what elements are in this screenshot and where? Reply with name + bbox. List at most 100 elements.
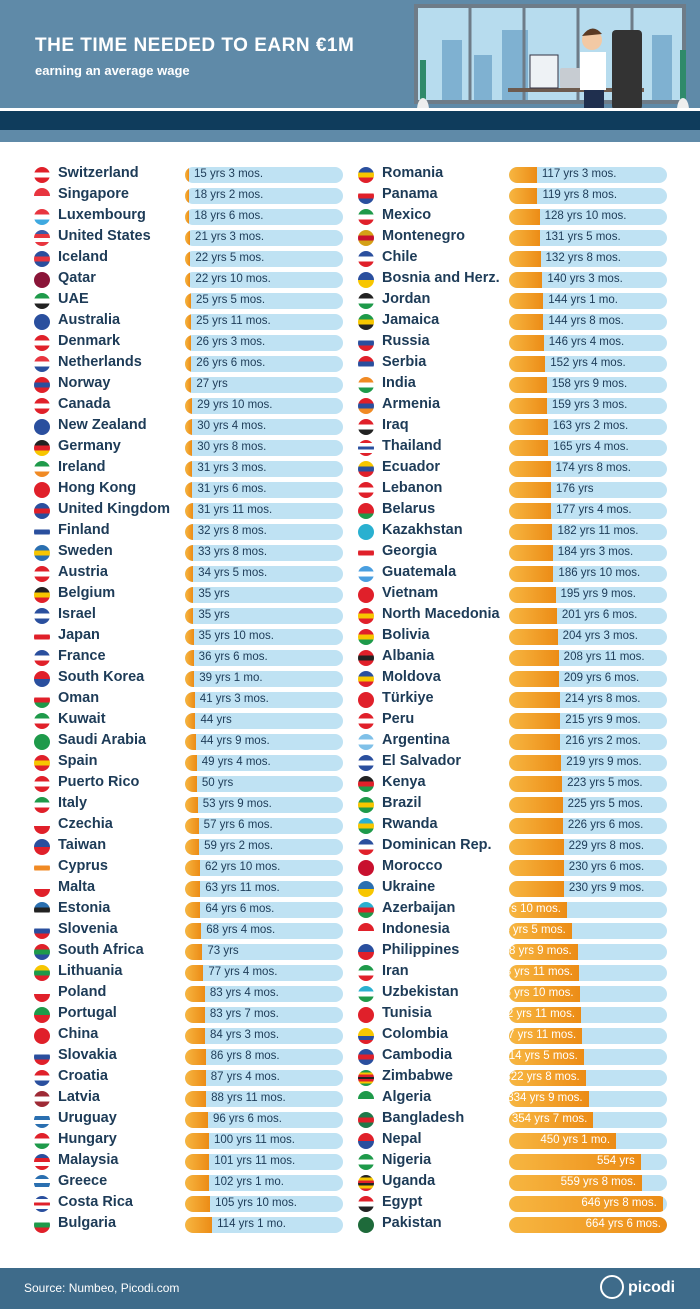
flag-icon — [34, 461, 50, 477]
bar-track: 34 yrs 5 mos. — [185, 566, 343, 582]
flag-icon — [358, 881, 374, 897]
country-row: India 158 yrs 9 mos. — [358, 374, 668, 395]
country-name: Canada — [58, 396, 111, 412]
bar-value-label: 22 yrs 5 mos. — [195, 252, 265, 264]
flag-icon — [34, 335, 50, 351]
bar-value-label: 35 yrs — [198, 588, 230, 600]
country-row: Indonesia 264 yrs 5 mos. — [358, 920, 668, 941]
bar-value-label: 226 yrs 6 mos. — [567, 819, 644, 831]
country-row: Austria 34 yrs 5 mos. — [34, 563, 344, 584]
flag-icon — [34, 440, 50, 456]
flag-icon — [358, 440, 374, 456]
bar-track: 64 yrs 6 mos. — [185, 902, 343, 918]
country-name: Netherlands — [58, 354, 142, 370]
bar-value-label: 30 yrs 8 mos. — [197, 441, 267, 453]
bar-track: 293 yrs 11 mos. — [509, 965, 667, 981]
bar-value-label: 21 yrs 3 mos. — [195, 231, 265, 243]
bar-value-label: 264 yrs 5 mos. — [509, 924, 566, 936]
bar-track: 204 yrs 3 mos. — [509, 629, 667, 645]
country-name: Spain — [58, 753, 98, 769]
bar-track: 177 yrs 4 mos. — [509, 503, 667, 519]
country-row: Jordan 144 yrs 1 mo. — [358, 290, 668, 311]
bar-value-label: 296 yrs 10 mos. — [509, 987, 574, 999]
country-name: Belarus — [382, 501, 436, 517]
bar-track: 27 yrs — [185, 377, 343, 393]
flag-icon — [34, 356, 50, 372]
country-name: Türkiye — [382, 690, 434, 706]
bar-track: 18 yrs 6 mos. — [185, 209, 343, 225]
country-row: Algeria 334 yrs 9 mos. — [358, 1088, 668, 1109]
country-name: Ecuador — [382, 459, 441, 475]
bar-value-label: 158 yrs 9 mos. — [551, 378, 628, 390]
country-row: Saudi Arabia 44 yrs 9 mos. — [34, 731, 344, 752]
flag-icon — [358, 860, 374, 876]
bar-track: 158 yrs 9 mos. — [509, 377, 667, 393]
bar-fill — [509, 881, 564, 897]
country-row: Dominican Rep. 229 yrs 8 mos. — [358, 836, 668, 857]
bar-value-label: 146 yrs 4 mos. — [548, 336, 625, 348]
bar-track: 31 yrs 6 mos. — [185, 482, 343, 498]
country-name: Colombia — [382, 1026, 449, 1042]
flag-icon — [34, 545, 50, 561]
country-row: Belarus 177 yrs 4 mos. — [358, 500, 668, 521]
country-row: Ukraine 230 yrs 9 mos. — [358, 878, 668, 899]
bar-fill — [185, 1175, 210, 1191]
bar-value-label: 354 yrs 7 mos. — [511, 1113, 588, 1125]
bar-fill — [185, 923, 202, 939]
bar-value-label: 29 yrs 10 mos. — [197, 399, 273, 411]
bar-fill — [185, 1049, 206, 1065]
bar-value-label: 209 yrs 6 mos. — [563, 672, 640, 684]
country-row: Guatemala 186 yrs 10 mos. — [358, 563, 668, 584]
country-name: Saudi Arabia — [58, 732, 147, 748]
country-row: Mexico 128 yrs 10 mos. — [358, 206, 668, 227]
bar-value-label: 132 yrs 8 mos. — [545, 252, 621, 264]
flag-icon — [358, 272, 374, 288]
bar-fill — [509, 524, 553, 540]
country-row: Montenegro 131 yrs 5 mos. — [358, 227, 668, 248]
flag-icon — [358, 1112, 374, 1128]
bar-fill — [509, 671, 559, 687]
bar-track: 163 yrs 2 mos. — [509, 419, 667, 435]
country-name: Estonia — [58, 900, 111, 916]
flag-icon — [358, 377, 374, 393]
country-name: Moldova — [382, 669, 441, 685]
flag-icon — [34, 650, 50, 666]
flag-icon — [358, 482, 374, 498]
bar-value-label: 27 yrs — [196, 378, 228, 390]
bar-track: 646 yrs 8 mos. — [509, 1196, 667, 1212]
bar-value-label: 229 yrs 8 mos. — [568, 840, 645, 852]
bar-value-label: 77 yrs 4 mos. — [208, 966, 278, 978]
bar-fill — [185, 944, 203, 960]
flag-icon — [34, 251, 50, 267]
bar-value-label: 664 yrs 6 mos. — [585, 1218, 661, 1230]
country-row: Colombia 307 yrs 11 mos. — [358, 1025, 668, 1046]
country-name: Jamaica — [382, 312, 440, 328]
bar-value-label: 73 yrs — [207, 945, 239, 957]
flag-icon — [34, 629, 50, 645]
flag-icon — [358, 1217, 374, 1233]
country-name: Egypt — [382, 1194, 423, 1210]
bar-value-label: 176 yrs — [555, 483, 594, 495]
bar-track: 73 yrs — [185, 944, 343, 960]
bar-track: 165 yrs 4 mos. — [509, 440, 667, 456]
bar-fill — [509, 965, 579, 981]
country-row: Croatia 87 yrs 4 mos. — [34, 1067, 344, 1088]
bar-track: 226 yrs 6 mos. — [509, 818, 667, 834]
country-row: Morocco 230 yrs 6 mos. — [358, 857, 668, 878]
country-row: UAE 25 yrs 5 mos. — [34, 290, 344, 311]
country-row: Netherlands 26 yrs 6 mos. — [34, 353, 344, 374]
bar-fill — [509, 839, 564, 855]
flag-icon — [358, 1007, 374, 1023]
bar-fill — [509, 713, 561, 729]
bar-value-label: 646 yrs 8 mos. — [581, 1197, 657, 1209]
bar-fill — [509, 1028, 583, 1044]
flag-icon — [34, 1007, 50, 1023]
bar-track: 87 yrs 4 mos. — [185, 1070, 343, 1086]
bar-track: 302 yrs 11 mos. — [509, 1007, 667, 1023]
bar-fill — [185, 188, 190, 204]
bar-value-label: 293 yrs 11 mos. — [509, 966, 573, 978]
country-name: Mexico — [382, 207, 432, 223]
flag-icon — [34, 1154, 50, 1170]
bar-value-label: 88 yrs 11 mos. — [211, 1092, 286, 1104]
bar-value-label: 105 yrs 10 mos. — [215, 1197, 297, 1209]
